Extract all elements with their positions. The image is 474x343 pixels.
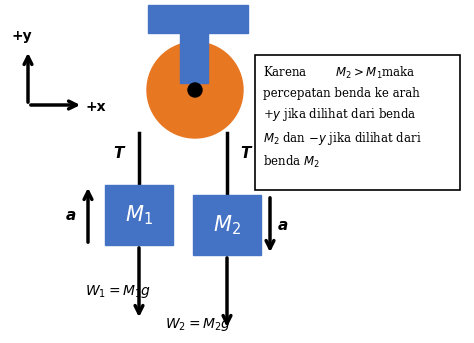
Text: +x: +x	[86, 100, 107, 114]
Bar	[193, 195, 261, 255]
Text: T: T	[240, 146, 250, 161]
Text: Karena        $M_2 > M_1$maka
percepatan benda ke arah
+$y$ jika dilihat dari be: Karena $M_2 > M_1$maka percepatan benda …	[263, 65, 421, 169]
Text: $W_1 = M_1g$: $W_1 = M_1g$	[85, 283, 151, 300]
Text: a: a	[278, 217, 288, 233]
Bar	[180, 33, 208, 83]
Text: $W_2 = M_2g$: $W_2 = M_2g$	[165, 316, 231, 333]
Circle shape	[188, 83, 202, 97]
Bar	[255, 55, 460, 190]
Text: T: T	[113, 146, 123, 161]
Text: $M_2$: $M_2$	[213, 213, 241, 237]
Bar	[148, 5, 248, 33]
Text: $M_1$: $M_1$	[125, 203, 153, 227]
Circle shape	[147, 42, 243, 138]
Text: +y: +y	[12, 29, 33, 43]
Text: a: a	[66, 208, 76, 223]
Bar	[105, 185, 173, 245]
